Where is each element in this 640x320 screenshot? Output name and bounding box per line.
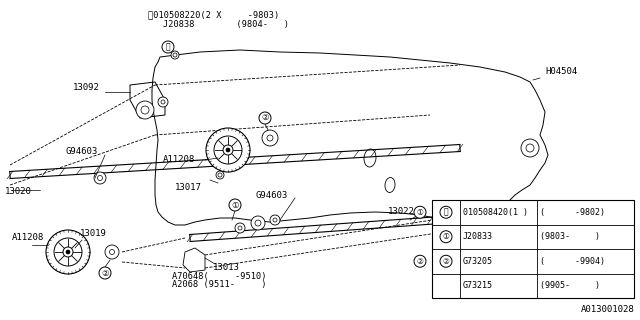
Text: G73215: G73215 xyxy=(463,281,493,290)
Circle shape xyxy=(97,175,102,180)
Text: 010508420(1 ): 010508420(1 ) xyxy=(463,208,528,217)
Text: A11208: A11208 xyxy=(12,233,44,242)
Text: (      -9802): ( -9802) xyxy=(540,208,605,217)
Text: A013001028: A013001028 xyxy=(581,305,635,314)
Circle shape xyxy=(161,100,165,104)
Text: 13092: 13092 xyxy=(73,84,100,92)
Circle shape xyxy=(238,226,242,230)
Circle shape xyxy=(223,145,233,155)
Circle shape xyxy=(218,173,222,177)
Circle shape xyxy=(109,250,115,254)
Circle shape xyxy=(105,245,119,259)
Text: (      -9904): ( -9904) xyxy=(540,257,605,266)
Circle shape xyxy=(173,53,177,57)
Circle shape xyxy=(54,238,82,266)
Circle shape xyxy=(273,218,277,222)
Circle shape xyxy=(526,144,534,152)
Circle shape xyxy=(229,199,241,211)
Circle shape xyxy=(270,215,280,225)
Text: Ⓑ: Ⓑ xyxy=(444,208,448,217)
Text: 13019: 13019 xyxy=(80,228,107,237)
Circle shape xyxy=(440,255,452,267)
Text: ⒲010508220(2 X     -9803): ⒲010508220(2 X -9803) xyxy=(148,11,279,20)
Circle shape xyxy=(226,148,230,152)
Circle shape xyxy=(136,101,154,119)
Text: 13020: 13020 xyxy=(5,188,32,196)
Text: (9803-     ): (9803- ) xyxy=(540,232,600,241)
Circle shape xyxy=(46,230,90,274)
Circle shape xyxy=(440,231,452,243)
Text: J20838        (9804-   ): J20838 (9804- ) xyxy=(163,20,289,29)
Text: G73205: G73205 xyxy=(463,257,493,266)
Text: G94603: G94603 xyxy=(65,148,97,156)
Text: 13013: 13013 xyxy=(213,263,240,273)
Circle shape xyxy=(521,139,539,157)
Text: ②: ② xyxy=(101,268,109,277)
Text: 13017: 13017 xyxy=(175,183,202,193)
Circle shape xyxy=(440,206,452,218)
Text: 13022: 13022 xyxy=(388,207,415,217)
Text: ①: ① xyxy=(443,232,449,241)
Bar xyxy=(432,200,634,298)
Text: J20833: J20833 xyxy=(463,232,493,241)
Circle shape xyxy=(94,172,106,184)
Circle shape xyxy=(66,250,70,254)
Circle shape xyxy=(162,41,174,53)
Text: G94603: G94603 xyxy=(255,190,287,199)
Text: ②: ② xyxy=(417,257,424,266)
Circle shape xyxy=(171,51,179,59)
Circle shape xyxy=(214,136,242,164)
Text: ②: ② xyxy=(261,114,269,123)
Circle shape xyxy=(99,267,111,279)
Circle shape xyxy=(63,247,73,257)
Circle shape xyxy=(206,128,250,172)
Circle shape xyxy=(235,223,245,233)
Text: (9905-     ): (9905- ) xyxy=(540,281,600,290)
Circle shape xyxy=(414,255,426,267)
Circle shape xyxy=(414,206,426,218)
Circle shape xyxy=(251,216,265,230)
Circle shape xyxy=(267,135,273,141)
Text: Ⓑ: Ⓑ xyxy=(166,43,170,52)
Text: A2068 (9511-     ): A2068 (9511- ) xyxy=(172,281,266,290)
Circle shape xyxy=(262,130,278,146)
Text: ①: ① xyxy=(231,201,239,210)
Text: H04504: H04504 xyxy=(545,68,577,76)
Circle shape xyxy=(158,97,168,107)
Circle shape xyxy=(259,112,271,124)
Circle shape xyxy=(216,171,224,179)
Text: A70648(     -9510): A70648( -9510) xyxy=(172,271,266,281)
Circle shape xyxy=(255,220,261,226)
Text: ①: ① xyxy=(417,208,424,217)
Text: ②: ② xyxy=(443,257,449,266)
Circle shape xyxy=(141,106,149,114)
Text: A11208: A11208 xyxy=(163,156,195,164)
